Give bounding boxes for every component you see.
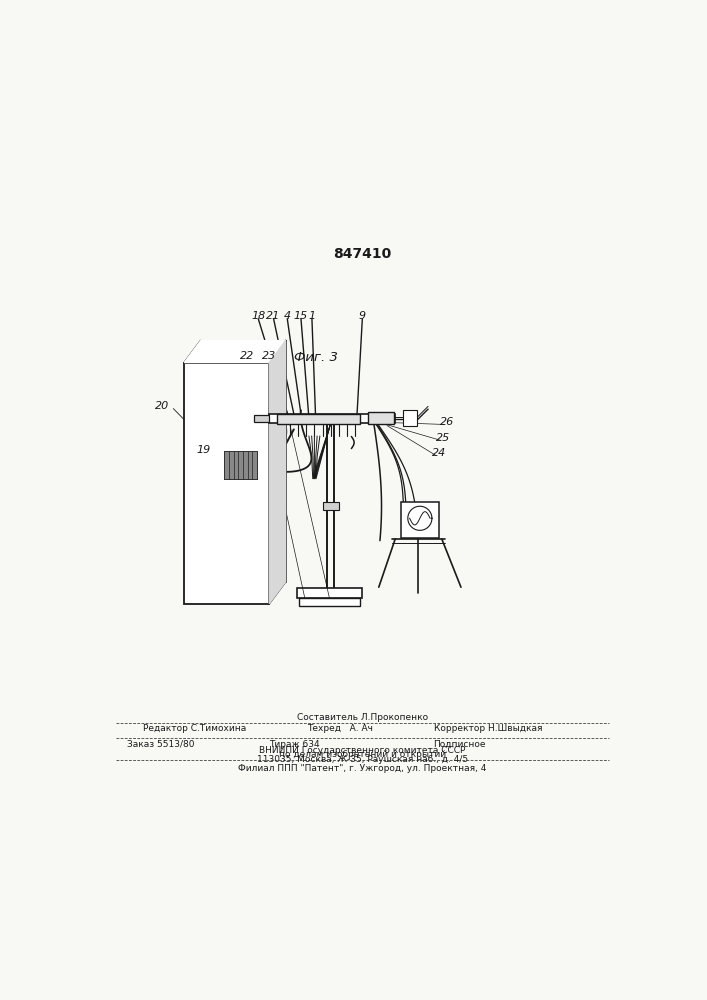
Text: 18: 18 [251, 311, 265, 321]
Text: 22: 22 [240, 351, 255, 361]
Text: Подписное: Подписное [433, 740, 486, 749]
Text: ВНИИПИ Государственного комитета СССР: ВНИИПИ Государственного комитета СССР [259, 746, 465, 755]
Text: 15: 15 [294, 311, 308, 321]
Text: Филиал ППП "Патент", г. Ужгород, ул. Проектная, 4: Филиал ППП "Патент", г. Ужгород, ул. Про… [238, 764, 486, 773]
Text: 25: 25 [436, 433, 450, 443]
Bar [224, 451, 229, 479]
Text: Заказ 5513/80: Заказ 5513/80 [127, 740, 194, 749]
Text: 26: 26 [440, 417, 455, 427]
Text: 21: 21 [267, 311, 281, 321]
Text: 847410: 847410 [333, 247, 392, 261]
Bar [185, 363, 269, 604]
Bar [243, 451, 247, 479]
Bar [269, 414, 395, 423]
Bar [404, 410, 417, 426]
Text: Тираж 634: Тираж 634 [269, 740, 320, 749]
Bar [254, 415, 269, 422]
Bar [297, 588, 362, 598]
Text: Редактор С.Тимохина: Редактор С.Тимохина [144, 724, 247, 733]
Bar [368, 412, 394, 424]
Polygon shape [185, 341, 286, 363]
Text: по делам изобретений и открытий: по делам изобретений и открытий [279, 750, 446, 759]
Text: Фиг. 3: Фиг. 3 [294, 351, 338, 364]
Text: Техред   А. Ач: Техред А. Ач [308, 724, 373, 733]
Bar [224, 451, 257, 479]
Bar [323, 502, 339, 510]
Bar [401, 502, 439, 538]
Text: 24: 24 [432, 448, 446, 458]
Bar [247, 451, 252, 479]
Text: 23: 23 [262, 351, 276, 361]
Text: 19: 19 [197, 445, 211, 455]
Text: 113035, Москва, Ж-35, Раушская наб., д. 4/5: 113035, Москва, Ж-35, Раушская наб., д. … [257, 755, 468, 764]
Bar [299, 598, 360, 606]
Text: Корректор Н.Швыдкая: Корректор Н.Швыдкая [433, 724, 542, 733]
Polygon shape [269, 341, 286, 604]
Text: 1: 1 [308, 311, 315, 321]
Text: 4: 4 [284, 311, 291, 321]
Text: 9: 9 [358, 311, 366, 321]
Bar [238, 451, 243, 479]
Bar [252, 451, 257, 479]
Bar [229, 451, 233, 479]
Text: 20: 20 [156, 401, 170, 411]
Bar [277, 414, 360, 424]
Bar [233, 451, 238, 479]
Text: Составитель Л.Прокопенко: Составитель Л.Прокопенко [297, 713, 428, 722]
